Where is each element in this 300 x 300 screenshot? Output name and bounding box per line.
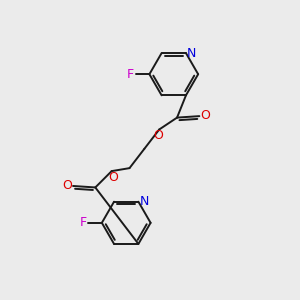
Text: O: O xyxy=(108,171,118,184)
Text: O: O xyxy=(153,129,163,142)
Text: O: O xyxy=(63,179,73,192)
Text: N: N xyxy=(140,195,149,208)
Text: N: N xyxy=(187,46,196,60)
Text: O: O xyxy=(200,109,210,122)
Text: F: F xyxy=(80,216,87,229)
Text: F: F xyxy=(127,68,134,81)
